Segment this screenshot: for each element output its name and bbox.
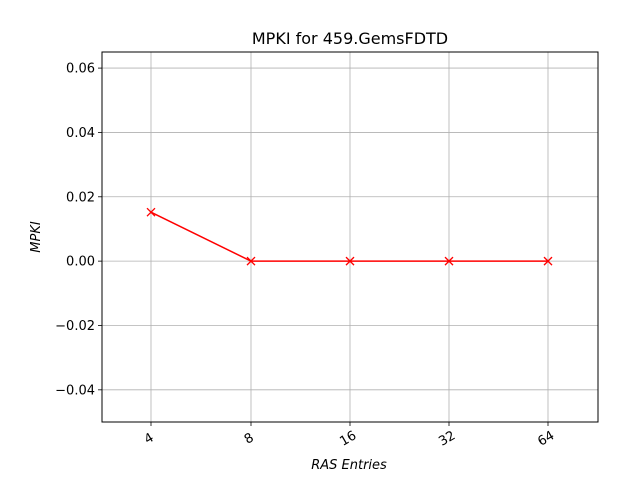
data-point-marker xyxy=(146,207,156,217)
x-tick-label: 32 xyxy=(436,428,458,449)
marker-stroke xyxy=(246,256,256,266)
data-point-marker xyxy=(246,256,256,266)
marker-stroke xyxy=(345,256,355,266)
x-tick-label: 16 xyxy=(337,428,359,449)
data-point-marker xyxy=(444,256,454,266)
series xyxy=(146,207,553,266)
y-tick-label: 0.02 xyxy=(66,190,95,205)
chart-title: MPKI for 459.GemsFDTD xyxy=(252,29,448,48)
x-tick-label: 64 xyxy=(535,428,557,449)
y-tick-label: −0.04 xyxy=(55,383,95,398)
data-point-marker xyxy=(543,256,553,266)
y-tick-label: 0.04 xyxy=(66,126,95,141)
marker-stroke xyxy=(543,256,553,266)
data-point-marker xyxy=(345,256,355,266)
marker-stroke xyxy=(444,256,454,266)
x-axis-label: RAS Entries xyxy=(311,458,387,473)
grid xyxy=(102,52,598,422)
y-tick-label: 0.00 xyxy=(66,255,95,270)
y-axis-label: MPKI xyxy=(29,221,44,253)
marker-stroke xyxy=(146,207,156,217)
y-tick-label: −0.02 xyxy=(55,319,95,334)
y-tick-label: 0.06 xyxy=(66,62,95,77)
